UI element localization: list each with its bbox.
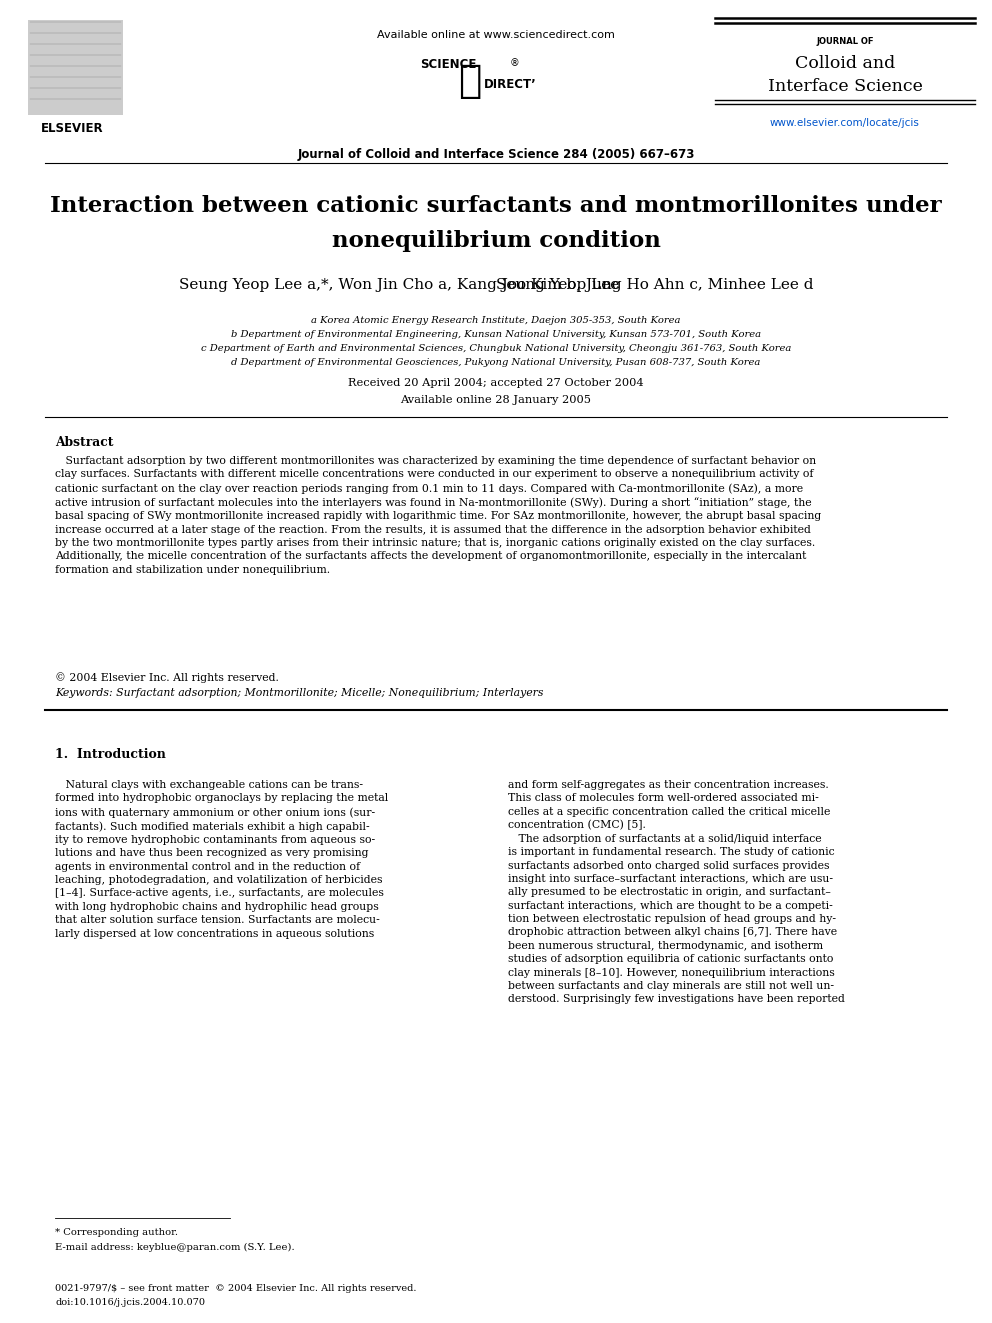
Text: SCIENCE: SCIENCE — [420, 58, 476, 71]
Text: Surfactant adsorption by two different montmorillonites was characterized by exa: Surfactant adsorption by two different m… — [55, 456, 821, 574]
Text: 0021-9797/$ – see front matter  © 2004 Elsevier Inc. All rights reserved.: 0021-9797/$ – see front matter © 2004 El… — [55, 1285, 417, 1293]
Text: 1.  Introduction: 1. Introduction — [55, 747, 166, 761]
Text: Interface Science: Interface Science — [768, 78, 923, 95]
Text: © 2004 Elsevier Inc. All rights reserved.: © 2004 Elsevier Inc. All rights reserved… — [55, 672, 279, 683]
Text: a Korea Atomic Energy Research Institute, Daejon 305-353, South Korea: a Korea Atomic Energy Research Institute… — [311, 316, 681, 325]
Text: Available online 28 January 2005: Available online 28 January 2005 — [401, 396, 591, 405]
Text: Journal of Colloid and Interface Science 284 (2005) 667–673: Journal of Colloid and Interface Science… — [298, 148, 694, 161]
Text: and form self-aggregates as their concentration increases.
This class of molecul: and form self-aggregates as their concen… — [508, 781, 845, 1004]
Bar — [28, 20, 123, 115]
Text: Natural clays with exchangeable cations can be trans-
formed into hydrophobic or: Natural clays with exchangeable cations … — [55, 781, 388, 938]
Text: Keywords: Surfactant adsorption; Montmorillonite; Micelle; Nonequilibrium; Inter: Keywords: Surfactant adsorption; Montmor… — [55, 688, 544, 699]
Text: ELSEVIER: ELSEVIER — [41, 122, 103, 135]
Text: ⓓ: ⓓ — [458, 62, 482, 101]
Text: Abstract: Abstract — [55, 437, 113, 448]
Text: * Corresponding author.: * Corresponding author. — [55, 1228, 178, 1237]
Text: ®: ® — [510, 58, 520, 67]
Text: doi:10.1016/j.jcis.2004.10.070: doi:10.1016/j.jcis.2004.10.070 — [55, 1298, 205, 1307]
Text: Seung Yeop Lee: Seung Yeop Lee — [496, 278, 619, 292]
Text: c Department of Earth and Environmental Sciences, Chungbuk National University, : c Department of Earth and Environmental … — [200, 344, 792, 353]
Text: nonequilibrium condition: nonequilibrium condition — [331, 230, 661, 251]
Text: Seung Yeop Lee a,*, Won Jin Cho a, Kang Joo Kim b, Jung Ho Ahn c, Minhee Lee d: Seung Yeop Lee a,*, Won Jin Cho a, Kang … — [179, 278, 813, 292]
Text: Colloid and: Colloid and — [795, 56, 895, 71]
Text: Available online at www.sciencedirect.com: Available online at www.sciencedirect.co… — [377, 30, 615, 40]
Text: Received 20 April 2004; accepted 27 October 2004: Received 20 April 2004; accepted 27 Octo… — [348, 378, 644, 388]
Text: E-mail address: keyblue@paran.com (S.Y. Lee).: E-mail address: keyblue@paran.com (S.Y. … — [55, 1244, 295, 1252]
Text: www.elsevier.com/locate/jcis: www.elsevier.com/locate/jcis — [770, 118, 920, 128]
Text: Interaction between cationic surfactants and montmorillonites under: Interaction between cationic surfactants… — [51, 194, 941, 217]
Text: DIRECT’: DIRECT’ — [484, 78, 537, 91]
Text: JOURNAL OF: JOURNAL OF — [816, 37, 874, 46]
Text: d Department of Environmental Geosciences, Pukyong National University, Pusan 60: d Department of Environmental Geoscience… — [231, 359, 761, 366]
Text: b Department of Environmental Engineering, Kunsan National University, Kunsan 57: b Department of Environmental Engineerin… — [231, 329, 761, 339]
